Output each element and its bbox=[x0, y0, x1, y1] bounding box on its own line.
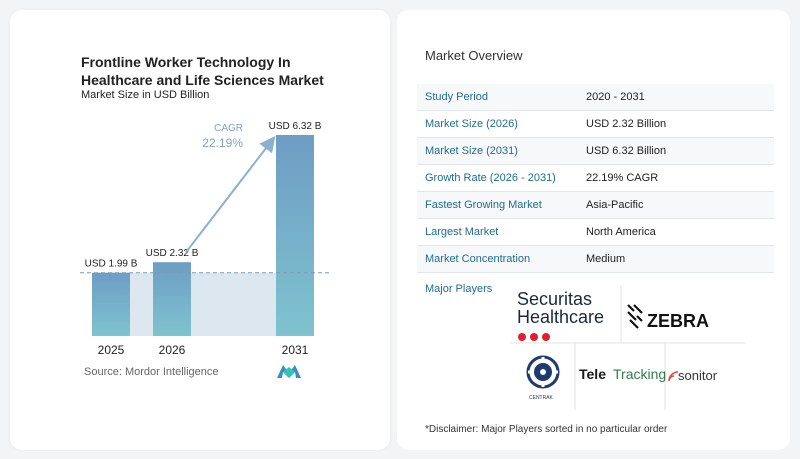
bar-2031 bbox=[276, 135, 314, 336]
healthcare-text: Healthcare bbox=[517, 307, 604, 327]
overview-value: North America bbox=[586, 226, 656, 238]
cagr-arrow bbox=[185, 135, 276, 253]
major-players-label: Major Players bbox=[425, 283, 493, 295]
tele-text: Tele bbox=[579, 366, 606, 382]
overview-label: Fastest Growing Market bbox=[425, 199, 542, 211]
cagr-label: CAGR bbox=[214, 123, 243, 134]
major-players-grid: Securitas Healthcare ZEBRA CENTRAK Tele … bbox=[510, 285, 745, 410]
overview-label: Study Period bbox=[425, 91, 488, 103]
source-text: Source: Mordor Intelligence bbox=[84, 366, 219, 378]
securitas-dot-icon bbox=[542, 333, 550, 341]
data-label-2025: USD 1.99 B bbox=[85, 259, 138, 270]
overview-row: Market Size (2031) USD 6.32 Billion bbox=[417, 138, 774, 165]
overview-label: Growth Rate (2026 - 2031) bbox=[425, 172, 556, 184]
tracking-text: Tracking bbox=[613, 366, 666, 382]
x-tick-label-2031: 2031 bbox=[282, 343, 309, 357]
bar-chart: USD 1.99 B USD 2.32 B USD 6.32 B 2025 2026 20… bbox=[80, 121, 330, 357]
securitas-healthcare-logo: Securitas Healthcare bbox=[517, 289, 604, 341]
overview-value: 2020 - 2031 bbox=[586, 91, 645, 103]
sonitor-wave-icon bbox=[668, 371, 679, 382]
chart-title: Frontline Worker Technology In Healthcar… bbox=[81, 54, 324, 88]
overview-title: Market Overview bbox=[425, 48, 523, 63]
overview-row: Fastest Growing Market Asia-Pacific bbox=[417, 192, 774, 219]
sonitor-text: sonitor bbox=[678, 368, 718, 383]
overview-label: Market Size (2031) bbox=[425, 145, 518, 157]
overview-row: Growth Rate (2026 - 2031) 22.19% CAGR bbox=[417, 165, 774, 192]
overview-value: USD 2.32 Billion bbox=[586, 118, 667, 130]
overview-row: Largest Market North America bbox=[417, 219, 774, 246]
centrak-text: CENTRAK bbox=[529, 395, 554, 401]
mordor-logo-icon bbox=[277, 365, 301, 378]
data-label-2031: USD 6.32 B bbox=[269, 121, 322, 132]
bar-2025 bbox=[92, 272, 130, 336]
zebra-text: ZEBRA bbox=[647, 311, 709, 331]
chart-card bbox=[10, 10, 390, 450]
overview-value: 22.19% CAGR bbox=[586, 172, 659, 184]
overview-table: Study Period 2020 - 2031 Market Size (20… bbox=[417, 84, 774, 273]
centrak-logo: CENTRAK bbox=[526, 355, 560, 401]
overview-row: Market Size (2026) USD 2.32 Billion bbox=[417, 111, 774, 138]
securitas-dot-icon bbox=[530, 333, 538, 341]
overview-card bbox=[397, 10, 790, 450]
cagr-value: 22.19% bbox=[202, 136, 243, 150]
sonitor-logo: sonitor bbox=[668, 368, 718, 383]
overview-label: Market Concentration bbox=[425, 253, 531, 265]
overview-value: USD 6.32 Billion bbox=[586, 145, 667, 157]
x-tick-label-2026: 2026 bbox=[159, 343, 186, 357]
disclaimer-text: *Disclaimer: Major Players sorted in no … bbox=[425, 424, 668, 435]
zebra-logo: ZEBRA bbox=[627, 304, 709, 331]
overview-row: Market Concentration Medium bbox=[417, 246, 774, 273]
overview-value: Medium bbox=[586, 253, 626, 265]
zebra-head-icon bbox=[627, 304, 643, 329]
chart-subtitle: Market Size in USD Billion bbox=[81, 89, 210, 101]
securitas-dot-icon bbox=[518, 333, 526, 341]
overview-value: Asia-Pacific bbox=[586, 199, 644, 211]
baseline-shade bbox=[130, 272, 276, 336]
teletracking-logo: Tele Tracking bbox=[579, 366, 666, 382]
x-tick-label-2025: 2025 bbox=[98, 343, 125, 357]
bar-2026 bbox=[153, 262, 191, 336]
overview-label: Market Size (2026) bbox=[425, 118, 518, 130]
overview-row: Study Period 2020 - 2031 bbox=[417, 84, 774, 111]
data-label-2026: USD 2.32 B bbox=[146, 248, 199, 259]
securitas-text: Securitas bbox=[517, 289, 592, 309]
overview-label: Largest Market bbox=[425, 226, 499, 238]
